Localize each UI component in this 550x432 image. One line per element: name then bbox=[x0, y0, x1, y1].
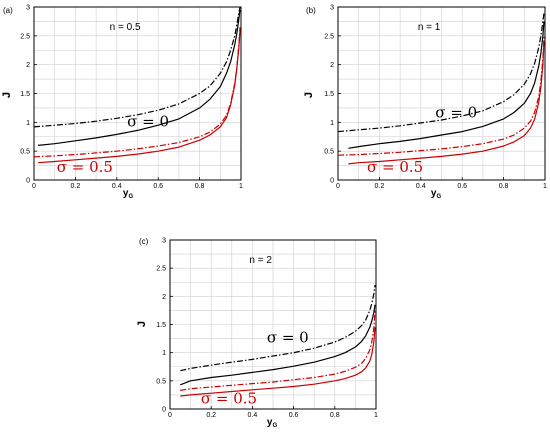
y-tick-label: 2.5 bbox=[20, 33, 30, 40]
series-line-3-solid bbox=[348, 41, 545, 165]
panel-2: (b) 0 0.2 0.4 0.6 0.8 1 0 0.5 1 1.5 2 2.5 3 yG Jn = 1 σ … bbox=[303, 5, 547, 201]
x-tick-label: 0.4 bbox=[112, 183, 122, 190]
x-tick-label: 0.6 bbox=[289, 412, 299, 419]
grid bbox=[170, 239, 377, 409]
series-line-1-solid bbox=[38, 9, 241, 146]
panel-annotation: n = 2 bbox=[249, 255, 272, 266]
y-tick-label: 1 bbox=[330, 120, 334, 127]
panel-label: (c) bbox=[139, 237, 149, 246]
y-tick-label: 0 bbox=[330, 178, 334, 185]
x-tick-label: 0 bbox=[32, 183, 36, 190]
y-tick-label: 2 bbox=[26, 62, 30, 69]
series-line-1-solid bbox=[348, 21, 545, 149]
panel-label: (a) bbox=[3, 6, 13, 15]
y-tick-label: 1.5 bbox=[20, 91, 30, 98]
x-tick-label: 0 bbox=[336, 183, 340, 190]
y-tick-label: 2.5 bbox=[156, 266, 166, 273]
panel-3: (c) 0 0.2 0.4 0.6 0.8 1 0 0.5 1 1.5 2 2.5 3 yG Jn = 2 σ … bbox=[136, 237, 378, 429]
x-tick-label: 1 bbox=[239, 183, 243, 190]
y-tick-label: 2 bbox=[330, 62, 334, 69]
x-tick-label: 0.4 bbox=[248, 412, 258, 419]
series-line-1-solid bbox=[180, 304, 376, 386]
x-tick-label: 0.6 bbox=[457, 183, 467, 190]
x-axis-label: yG bbox=[431, 188, 442, 200]
series-line-2-dashdot bbox=[180, 285, 376, 372]
y-tick-label: 2.5 bbox=[324, 33, 334, 40]
series-line-3-solid bbox=[38, 30, 241, 164]
x-axis-label-subscript: G bbox=[128, 194, 133, 200]
curve-label-1: σ = 0 bbox=[435, 104, 477, 122]
panel-label: (b) bbox=[306, 6, 316, 15]
panel-annotation: n = 1 bbox=[418, 22, 441, 33]
series-line-4-dashdot bbox=[337, 35, 545, 156]
panel-annotation: n = 0.5 bbox=[110, 22, 141, 33]
curve-label-2: σ = 0.5 bbox=[201, 389, 257, 407]
series-line-2-dashdot bbox=[33, 6, 241, 128]
y-tick-label: 1 bbox=[26, 120, 30, 127]
x-tick-label: 0.8 bbox=[195, 183, 205, 190]
y-tick-label: 1 bbox=[162, 350, 166, 357]
series-line-4-dashdot bbox=[33, 27, 241, 158]
panel-1: (a) 0 0.2 0.4 0.6 0.8 1 0 0.5 1 1.5 2 2.5 3 yG Jn = 0.5… bbox=[1, 5, 243, 201]
y-axis-label: J bbox=[136, 321, 148, 327]
y-tick-label: 3 bbox=[330, 5, 334, 12]
y-tick-label: 0.5 bbox=[324, 149, 334, 156]
x-tick-label: 0.8 bbox=[330, 412, 340, 419]
series-line-4-dashdot bbox=[180, 310, 376, 391]
x-tick-label: 0 bbox=[168, 412, 172, 419]
x-tick-label: 0.8 bbox=[499, 183, 509, 190]
y-axis-label: J bbox=[1, 92, 13, 98]
series-line-2-dashdot bbox=[337, 12, 545, 133]
curve-label-1: σ = 0 bbox=[127, 112, 169, 130]
y-axis-label: J bbox=[303, 92, 315, 98]
curve-label-2: σ = 0.5 bbox=[367, 158, 423, 176]
x-tick-label: 0.2 bbox=[375, 183, 385, 190]
y-tick-label: 2 bbox=[162, 294, 166, 301]
x-tick-label: 1 bbox=[374, 412, 378, 419]
x-tick-label: 0.2 bbox=[206, 412, 216, 419]
y-tick-label: 0 bbox=[162, 407, 166, 414]
curve-label-1: σ = 0 bbox=[267, 329, 309, 347]
x-tick-label: 0.6 bbox=[153, 183, 163, 190]
x-tick-label: 1 bbox=[543, 183, 547, 190]
y-tick-label: 3 bbox=[162, 238, 166, 245]
x-axis-label: yG bbox=[267, 417, 278, 429]
y-tick-label: 0.5 bbox=[156, 378, 166, 385]
y-tick-label: 0.5 bbox=[20, 149, 30, 156]
curve-label-2: σ = 0.5 bbox=[57, 158, 113, 176]
x-axis-label-subscript: G bbox=[272, 423, 277, 429]
x-tick-label: 0.4 bbox=[416, 183, 426, 190]
series-line-3-solid bbox=[180, 327, 376, 397]
x-tick-label: 0.2 bbox=[71, 183, 81, 190]
y-tick-label: 3 bbox=[26, 5, 30, 12]
y-tick-label: 1.5 bbox=[324, 91, 334, 98]
y-tick-label: 0 bbox=[26, 178, 30, 185]
y-tick-label: 1.5 bbox=[156, 322, 166, 329]
x-axis-label: yG bbox=[123, 188, 134, 200]
x-axis-label-subscript: G bbox=[436, 194, 441, 200]
